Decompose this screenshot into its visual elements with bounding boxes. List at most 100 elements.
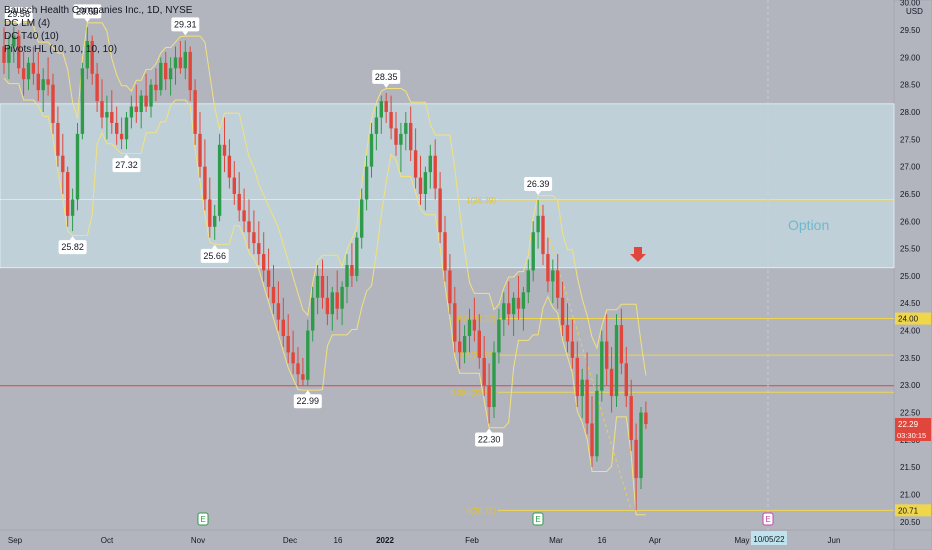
candle-body[interactable] [502, 303, 506, 320]
candle-body[interactable] [227, 155, 232, 178]
candle-body[interactable] [614, 325, 619, 397]
candle-body[interactable] [296, 363, 300, 375]
candle-body[interactable] [281, 319, 285, 337]
candle-body[interactable] [159, 62, 163, 91]
candle-body[interactable] [286, 336, 290, 353]
pivot-label-box[interactable] [171, 17, 200, 32]
candle-body[interactable] [492, 352, 496, 408]
candle-body[interactable] [183, 51, 187, 69]
candle-body[interactable] [634, 439, 638, 479]
candle-body[interactable] [119, 133, 124, 140]
candle-body[interactable] [193, 90, 197, 134]
candle-body[interactable] [36, 73, 40, 91]
candle-body[interactable] [516, 297, 521, 309]
candle-body[interactable] [624, 363, 628, 397]
candle-body[interactable] [41, 79, 45, 91]
candle-body[interactable] [262, 254, 266, 271]
candle-body[interactable] [374, 117, 379, 134]
candle-body[interactable] [360, 199, 364, 238]
candle-body[interactable] [551, 270, 555, 282]
earnings-marker-icon[interactable] [197, 512, 209, 526]
candle-body[interactable] [345, 265, 349, 287]
candle-body[interactable] [619, 325, 624, 364]
candle-body[interactable] [75, 133, 80, 200]
candle-body[interactable] [560, 297, 565, 326]
candle-body[interactable] [80, 68, 85, 134]
candle-body[interactable] [203, 166, 207, 200]
candle-body[interactable] [266, 270, 271, 287]
candle-body[interactable] [247, 221, 251, 233]
candle-body[interactable] [2, 46, 6, 63]
candle-body[interactable] [105, 112, 109, 118]
candle-body[interactable] [340, 286, 344, 309]
candle-body[interactable] [129, 106, 134, 118]
candle-body[interactable] [115, 122, 119, 134]
candle-body[interactable] [536, 215, 540, 233]
candle-body[interactable] [350, 265, 354, 276]
candle-body[interactable] [428, 155, 432, 173]
candle-body[interactable] [609, 368, 614, 397]
candle-body[interactable] [585, 379, 589, 424]
candle-body[interactable] [418, 177, 423, 194]
candle-body[interactable] [208, 199, 212, 227]
pivot-label-box[interactable] [4, 7, 33, 22]
candle-body[interactable] [507, 303, 511, 315]
candle-body[interactable] [644, 412, 648, 424]
candle-body[interactable] [315, 275, 320, 298]
candle-body[interactable] [90, 40, 94, 74]
earnings-marker-icon[interactable] [532, 512, 544, 526]
candle-body[interactable] [511, 297, 516, 315]
candle-body[interactable] [276, 303, 281, 320]
candle-body[interactable] [423, 172, 428, 194]
candle-body[interactable] [364, 166, 369, 200]
candle-body[interactable] [144, 95, 148, 107]
candle-body[interactable] [482, 357, 486, 386]
candle-body[interactable] [110, 112, 114, 123]
candle-body[interactable] [531, 232, 535, 271]
candle-body[interactable] [467, 319, 472, 337]
candle-body[interactable] [31, 62, 36, 74]
pivot-label-box[interactable] [293, 394, 322, 409]
candle-body[interactable] [570, 341, 575, 358]
candle-body[interactable] [369, 133, 374, 167]
pivot-label-box[interactable] [112, 158, 141, 173]
candle-body[interactable] [458, 341, 462, 353]
candle-body[interactable] [394, 128, 398, 145]
candle-body[interactable] [320, 275, 325, 298]
candle-body[interactable] [178, 57, 183, 69]
pivot-label-box[interactable] [73, 4, 102, 19]
candle-body[interactable] [413, 150, 418, 178]
pivot-label-box[interactable] [475, 432, 504, 447]
candle-body[interactable] [477, 330, 481, 358]
candle-body[interactable] [213, 215, 217, 227]
candle-body[interactable] [61, 155, 65, 173]
candle-body[interactable] [438, 188, 442, 233]
candle-body[interactable] [154, 84, 158, 91]
candle-body[interactable] [12, 35, 16, 47]
candle-body[interactable] [404, 122, 408, 134]
candle-body[interactable] [521, 292, 526, 309]
candle-body[interactable] [291, 352, 295, 364]
candle-body[interactable] [70, 199, 75, 216]
candle-body[interactable] [85, 40, 89, 69]
candle-body[interactable] [188, 51, 192, 91]
candle-body[interactable] [311, 297, 315, 331]
candle-body[interactable] [526, 270, 530, 293]
candle-body[interactable] [51, 84, 55, 123]
candle-body[interactable] [379, 101, 383, 118]
candle-body[interactable] [252, 232, 256, 244]
candle-body[interactable] [453, 303, 457, 342]
candle-body[interactable] [556, 270, 560, 298]
candle-body[interactable] [487, 385, 491, 408]
candle-body[interactable] [575, 357, 579, 397]
candle-body[interactable] [242, 210, 246, 222]
candle-body[interactable] [546, 254, 550, 282]
candle-body[interactable] [399, 133, 403, 145]
candle-body[interactable] [149, 84, 153, 107]
pivot-label-box[interactable] [58, 240, 87, 255]
candle-body[interactable] [409, 122, 413, 151]
candle-body[interactable] [335, 292, 339, 309]
candle-body[interactable] [7, 46, 11, 63]
candle-body[interactable] [600, 341, 604, 391]
